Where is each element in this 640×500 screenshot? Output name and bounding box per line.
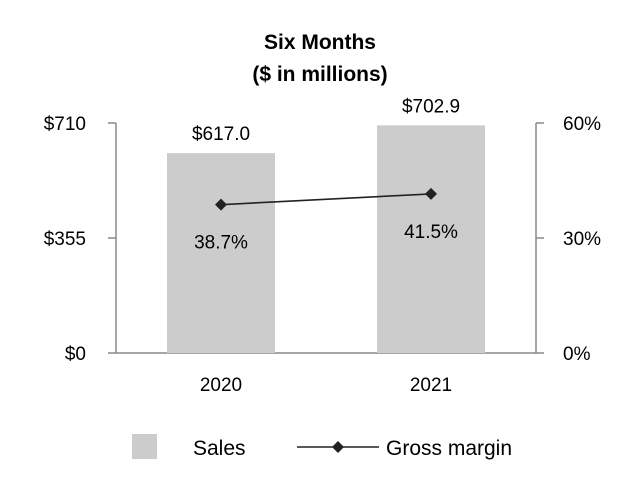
legend-label-sales: Sales [193, 437, 246, 460]
bar-sales [167, 153, 275, 353]
x-tick-label: 2020 [200, 375, 242, 396]
y-right-tick-label: 60% [563, 114, 601, 135]
data-labels: $617.0 $702.9 38.7% 41.5% [192, 96, 460, 253]
legend-label-gross-margin: Gross margin [386, 437, 512, 460]
legend: Sales Gross margin [132, 434, 512, 460]
y-right-tick-label: 0% [563, 344, 591, 365]
y-left-tick-label: $710 [44, 114, 86, 135]
line-gross-margin [220, 193, 432, 206]
y-left-tick-label: $355 [44, 229, 86, 250]
data-label-gross-margin: 38.7% [194, 233, 248, 254]
bar-sales [377, 125, 485, 353]
x-tick-labels: 2020 2021 [200, 375, 452, 396]
bars [167, 125, 485, 353]
gross-margin-series [215, 187, 437, 211]
point-gross-margin [215, 198, 227, 211]
y-left-tick-label: $0 [65, 344, 86, 365]
data-label-gross-margin: 41.5% [404, 222, 458, 243]
legend-swatch-sales [132, 434, 157, 459]
chart-title-line-1: Six Months [264, 31, 376, 54]
y-right-tick-label: 30% [563, 229, 601, 250]
axes: $0 $355 $710 0% 30% 60% [44, 114, 601, 365]
x-tick-label: 2021 [410, 375, 452, 396]
point-gross-margin [425, 187, 437, 200]
data-label-sales: $702.9 [402, 96, 460, 117]
data-label-sales: $617.0 [192, 124, 250, 145]
legend-marker-gross-margin [332, 441, 344, 453]
chart-title-line-2: ($ in millions) [252, 63, 387, 86]
